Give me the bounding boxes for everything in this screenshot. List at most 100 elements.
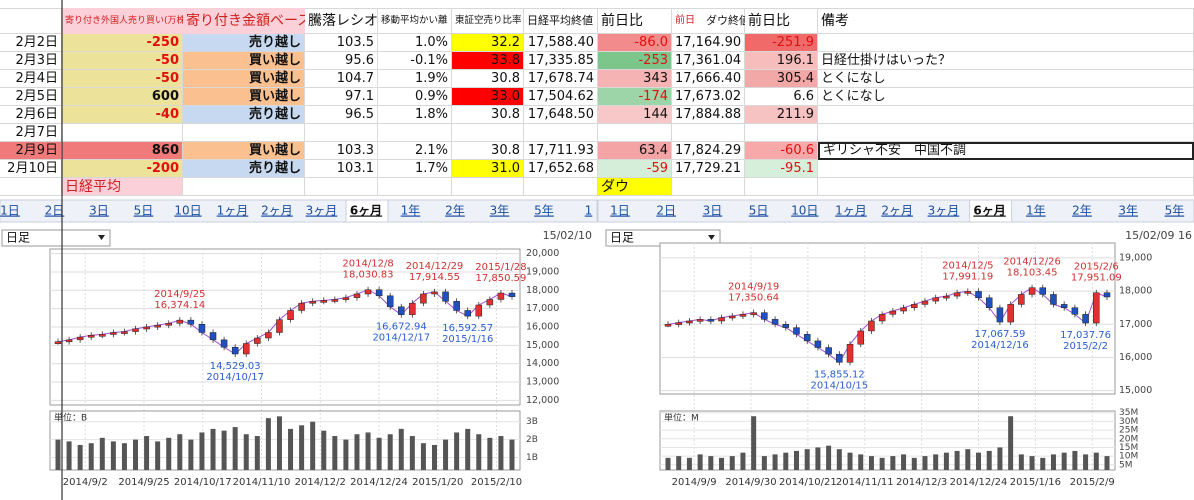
tab[interactable]: 3ヶ月 bbox=[928, 204, 960, 218]
tab[interactable]: 1ヶ月 bbox=[835, 204, 867, 218]
candle bbox=[846, 343, 854, 363]
candle bbox=[975, 291, 982, 299]
cell: 17,588.40 bbox=[524, 34, 598, 52]
candle bbox=[342, 297, 350, 300]
candle bbox=[87, 335, 95, 338]
candle bbox=[814, 340, 822, 348]
candle bbox=[508, 292, 516, 297]
tab[interactable]: 3年 bbox=[490, 204, 510, 218]
candle bbox=[803, 334, 811, 342]
tab[interactable]: 3日 bbox=[703, 204, 723, 218]
volume-bar bbox=[166, 437, 172, 470]
tab[interactable]: 2ヶ月 bbox=[261, 204, 293, 218]
v-tick-label: 35M bbox=[1119, 408, 1138, 418]
cell: 6.6 bbox=[745, 88, 818, 106]
volume-bar bbox=[836, 449, 842, 470]
cell: 17,361.04 bbox=[672, 52, 745, 70]
tab[interactable]: 10日 bbox=[174, 204, 201, 218]
tab[interactable]: 5年 bbox=[534, 204, 554, 218]
volume-bar bbox=[686, 457, 692, 470]
cell: 196.1 bbox=[745, 52, 818, 70]
y-tick-label: 14,000 bbox=[526, 358, 559, 369]
x-tick-label: 2014/12/24 bbox=[950, 477, 1008, 488]
cell: 17,729.21 bbox=[672, 160, 745, 178]
candle bbox=[686, 320, 693, 324]
cell: 95.6 bbox=[305, 52, 378, 70]
candle bbox=[265, 332, 272, 339]
header-cell bbox=[378, 8, 452, 34]
tab[interactable]: 1年 bbox=[401, 204, 421, 218]
cell: 日経仕掛けはいった？ bbox=[818, 52, 1194, 70]
volume-bar bbox=[299, 425, 305, 470]
volume-bar bbox=[409, 436, 415, 470]
volume-bar bbox=[793, 450, 799, 470]
tab[interactable]: 1日 bbox=[0, 204, 20, 218]
cell: 2.1% bbox=[378, 142, 452, 160]
x-tick-label: 2014/9/2 bbox=[63, 477, 108, 488]
tab[interactable]: 10日 bbox=[791, 204, 818, 218]
header-label: 備考 bbox=[821, 13, 849, 29]
cell: -0.1% bbox=[378, 52, 452, 70]
tab[interactable]: 1日 bbox=[610, 204, 630, 218]
candle bbox=[868, 320, 875, 332]
tab[interactable]: 1 bbox=[585, 204, 593, 218]
x-tick-label: 2015/2/9 bbox=[1070, 477, 1115, 488]
cell: 1.7% bbox=[378, 160, 452, 178]
cell: -86.0 bbox=[598, 34, 672, 52]
cell: 103.1 bbox=[305, 160, 378, 178]
tab[interactable]: 3年 bbox=[1118, 204, 1138, 218]
tab[interactable]: 5日 bbox=[749, 204, 769, 218]
volume-bar bbox=[1083, 454, 1089, 470]
cell: 1.9% bbox=[378, 70, 452, 88]
tab[interactable]: 3ヶ月 bbox=[306, 204, 338, 218]
tab-selected bbox=[345, 199, 389, 223]
tab[interactable]: 6ヶ月 bbox=[350, 204, 382, 218]
empty-cell bbox=[745, 178, 818, 196]
cell: 17,164.90 bbox=[672, 34, 745, 52]
volume-bar bbox=[232, 427, 238, 470]
x-tick-label: 2015/1/16 bbox=[1010, 477, 1061, 488]
cell: -174 bbox=[598, 88, 672, 106]
volume-bar bbox=[815, 447, 821, 470]
volume-bar bbox=[1104, 456, 1110, 470]
tab[interactable]: 1ヶ月 bbox=[217, 204, 249, 218]
tab[interactable]: 1年 bbox=[1026, 204, 1046, 218]
empty-cell bbox=[378, 124, 452, 142]
volume-bar bbox=[254, 436, 260, 470]
tab[interactable]: 2日 bbox=[656, 204, 676, 218]
empty-cell bbox=[745, 124, 818, 142]
price-panel bbox=[659, 242, 1116, 395]
volume-bar bbox=[1093, 452, 1099, 470]
tab[interactable]: 3日 bbox=[89, 204, 109, 218]
tab[interactable]: 5日 bbox=[134, 204, 154, 218]
v-tick-label: 2B bbox=[526, 435, 538, 445]
volume-bar bbox=[761, 456, 767, 470]
candle bbox=[996, 307, 1004, 323]
tab[interactable]: 2日 bbox=[45, 204, 65, 218]
cell: 1.0% bbox=[378, 34, 452, 52]
y-tick-label: 12,000 bbox=[526, 395, 559, 406]
tab[interactable]: 2年 bbox=[1072, 204, 1092, 218]
candle bbox=[675, 322, 682, 325]
candle bbox=[298, 302, 305, 311]
tab[interactable]: 5年 bbox=[1165, 204, 1185, 218]
empty-cell bbox=[305, 178, 378, 196]
tab[interactable]: 6ヶ月 bbox=[973, 204, 1005, 218]
volume-bar bbox=[476, 434, 482, 470]
volume-bar bbox=[997, 447, 1003, 470]
candle bbox=[287, 310, 294, 320]
volume-unit: 単位：M bbox=[664, 412, 699, 424]
empty-cell bbox=[305, 124, 378, 142]
dropdown[interactable] bbox=[1, 229, 111, 247]
volume-bar bbox=[99, 437, 105, 470]
volume-bar bbox=[751, 416, 757, 470]
tab[interactable]: 2年 bbox=[445, 204, 465, 218]
tab[interactable]: 2ヶ月 bbox=[881, 204, 913, 218]
candle bbox=[220, 339, 228, 348]
x-tick-label: 2014/10/17 bbox=[174, 477, 232, 488]
candle bbox=[1050, 294, 1057, 305]
cell: 2月3日 bbox=[0, 52, 62, 70]
cell: -59 bbox=[598, 160, 672, 178]
volume-bar bbox=[783, 452, 789, 470]
